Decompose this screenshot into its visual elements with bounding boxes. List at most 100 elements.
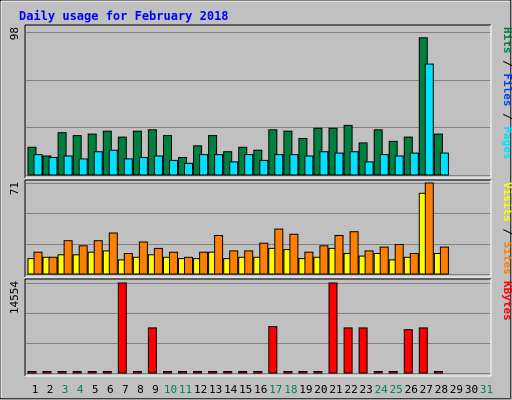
bar-sites-day-20 (319, 245, 329, 275)
x-tick-label-day-25: 25 (390, 383, 403, 396)
bar-kbytes-day-24 (373, 371, 383, 374)
bar-files-day-11 (184, 162, 193, 176)
series-legend: KBytes (501, 281, 512, 321)
panel-sites-visits: 71 Visits / Sites (8, 179, 512, 278)
panel-kbytes: 14554 KBytes (8, 278, 512, 377)
bar-sites-day-9 (153, 247, 163, 275)
x-tick-label-day-28: 28 (435, 383, 448, 396)
x-tick-label-day-26: 26 (405, 383, 418, 396)
bar-kbytes-day-10 (163, 371, 172, 374)
panel-plot-area (25, 279, 491, 376)
bar-sites-day-12 (199, 251, 209, 275)
bar-hits-day-10 (163, 135, 172, 176)
bar-files-day-5 (93, 151, 103, 176)
bar-sites-day-11 (184, 256, 193, 275)
x-tick-label-day-5: 5 (92, 383, 99, 396)
x-tick-label-day-1: 1 (32, 383, 39, 396)
bar-hits-day-3 (57, 132, 67, 176)
chart-panels: 98 Hits / Files / Pages 71 Visits / Sites 14… (8, 24, 512, 377)
bar-sites-day-15 (244, 250, 254, 275)
bar-sites-day-21 (334, 235, 344, 275)
x-tick-label-day-2: 2 (47, 383, 54, 396)
bar-files-day-23 (364, 161, 374, 176)
bar-hits-day-8 (132, 130, 142, 176)
x-tick-label-day-9: 9 (152, 383, 159, 396)
bar-kbytes-day-14 (223, 371, 233, 374)
bar-files-day-13 (214, 154, 224, 176)
bar-hits-day-4 (72, 135, 82, 176)
bar-sites-day-13 (214, 235, 224, 275)
x-tick-label-day-27: 27 (420, 383, 433, 396)
bar-kbytes-day-2 (42, 371, 52, 374)
y-max-label: 71 (8, 182, 21, 195)
bar-sites-day-28 (439, 246, 449, 275)
bar-files-day-26 (409, 152, 419, 176)
x-axis-labels: 1 2 3 4 5 6 7 8 9 10 11 12 13 14 15 16 17 18 19 20 21 22 23 24 2… (32, 383, 493, 396)
bar-files-day-12 (199, 154, 209, 176)
bar-hits-day-24 (373, 129, 383, 176)
x-tick-label-day-24: 24 (375, 383, 389, 396)
bar-files-day-2 (48, 157, 58, 176)
legend-item: / (501, 222, 512, 242)
bar-files-day-25 (394, 155, 404, 176)
bar-sites-day-27 (424, 182, 434, 275)
y-max-label: 14554 (8, 281, 21, 314)
x-tick-label-day-14: 14 (224, 383, 238, 396)
bar-kbytes-day-11 (178, 371, 187, 374)
bar-files-day-16 (259, 159, 269, 176)
x-tick-label-day-31: 31 (480, 383, 493, 396)
x-tick-label-day-22: 22 (344, 383, 357, 396)
x-tick-label-day-29: 29 (450, 383, 463, 396)
bar-sites-day-5 (93, 240, 103, 275)
bar-kbytes-day-3 (57, 371, 67, 374)
bar-kbytes-day-13 (208, 371, 218, 374)
bar-sites-day-25 (394, 244, 404, 275)
series-legend: Hits / Files / Pages (501, 27, 512, 160)
bar-sites-day-16 (259, 242, 269, 275)
chart-title: Daily usage for February 2018 (19, 9, 229, 23)
x-tick-label-day-18: 18 (284, 383, 297, 396)
bar-hits-day-22 (343, 124, 353, 176)
legend-item: / (501, 107, 512, 127)
bar-files-day-24 (379, 154, 389, 176)
x-tick-label-day-8: 8 (137, 383, 144, 396)
bar-kbytes-day-19 (298, 371, 308, 374)
bar-sites-day-23 (364, 250, 374, 275)
x-tick-label-day-19: 19 (299, 383, 312, 396)
bar-files-day-1 (33, 154, 43, 176)
bar-sites-day-19 (304, 251, 314, 275)
bar-kbytes-day-20 (313, 371, 323, 374)
bar-sites-day-3 (63, 240, 73, 275)
bar-sites-day-26 (409, 253, 419, 275)
bar-kbytes-day-17 (268, 326, 278, 374)
x-tick-label-day-17: 17 (269, 383, 282, 396)
bar-kbytes-day-15 (238, 371, 248, 374)
bar-files-day-27 (424, 63, 434, 176)
bar-files-day-17 (274, 154, 284, 176)
bar-files-day-28 (439, 152, 449, 176)
bar-sites-day-6 (108, 232, 118, 275)
bar-files-day-14 (229, 161, 239, 176)
bar-sites-day-8 (138, 241, 148, 275)
bar-kbytes-day-9 (147, 327, 157, 374)
bar-sites-day-18 (289, 233, 299, 275)
bar-hits-day-18 (283, 130, 293, 176)
x-tick-label-day-23: 23 (359, 383, 372, 396)
bar-files-day-7 (123, 158, 133, 176)
bar-hits-day-23 (358, 142, 368, 176)
bar-kbytes-day-26 (403, 329, 413, 374)
x-tick-label-day-16: 16 (254, 383, 267, 396)
bar-kbytes-day-6 (102, 371, 112, 374)
bar-files-day-18 (289, 154, 299, 176)
bar-kbytes-day-22 (343, 327, 353, 374)
bar-kbytes-day-5 (87, 371, 97, 374)
legend-item: Files (501, 73, 512, 106)
bar-sites-day-22 (349, 231, 359, 275)
bar-hits-day-17 (268, 129, 278, 176)
bar-kbytes-day-8 (132, 371, 142, 374)
legend-item: / (501, 54, 512, 74)
bar-files-day-3 (63, 155, 73, 176)
y-max-label: 98 (8, 27, 21, 40)
bar-files-day-20 (319, 151, 329, 176)
bar-hits-day-9 (147, 129, 157, 176)
